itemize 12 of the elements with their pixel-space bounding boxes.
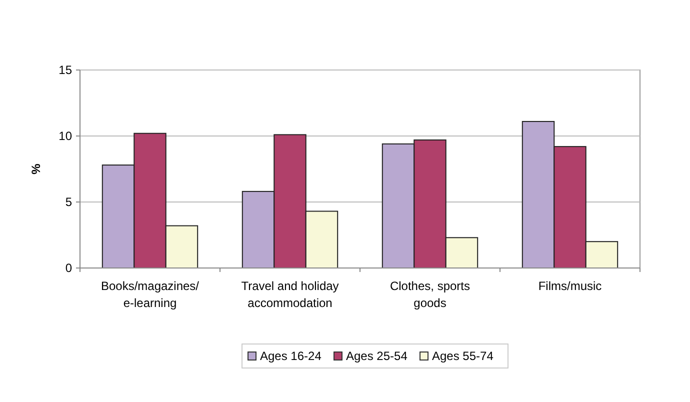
legend-label: Ages 25-54 bbox=[346, 349, 408, 364]
y-axis-title: % bbox=[29, 163, 43, 174]
x-tick-label: Films/music bbox=[538, 279, 602, 293]
x-tick-label: Clothes, sports goods bbox=[390, 279, 470, 310]
legend-label: Ages 55-74 bbox=[432, 349, 494, 364]
y-tick-label: 0 bbox=[65, 261, 72, 276]
y-tick-label: 5 bbox=[65, 195, 72, 210]
x-tick-label: Travel and holiday accommodation bbox=[241, 279, 339, 310]
legend-label: Ages 16-24 bbox=[260, 349, 322, 364]
x-tick-label: Books/magazines/ e-learning bbox=[100, 279, 200, 310]
y-tick-label: 10 bbox=[58, 129, 72, 144]
y-tick-label: 15 bbox=[58, 63, 72, 78]
